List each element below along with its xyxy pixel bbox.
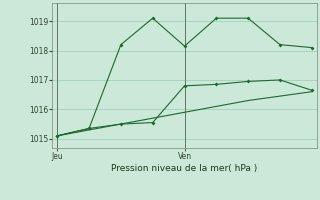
X-axis label: Pression niveau de la mer( hPa ): Pression niveau de la mer( hPa ) [111, 164, 258, 173]
